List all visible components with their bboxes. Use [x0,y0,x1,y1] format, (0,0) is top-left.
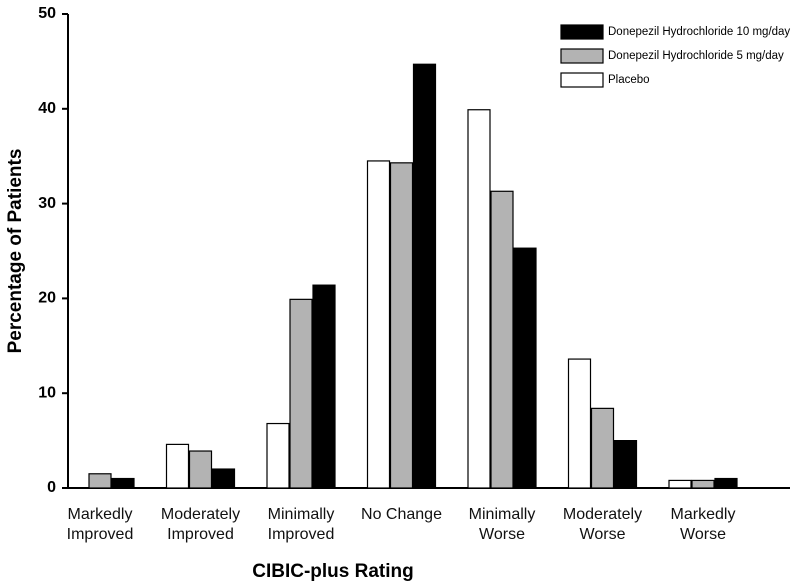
y-tick-label: 20 [38,290,56,307]
y-tick-label: 0 [47,479,56,496]
bar [691,479,715,489]
x-axis-title: CIBIC-plus Rating [252,561,414,582]
bar [266,422,290,489]
legend-swatch [560,72,604,88]
y-tick-label: 30 [38,195,56,212]
bar [513,247,537,489]
x-tick-label: Minimally Improved [267,506,335,543]
y-tick-label: 50 [38,5,56,22]
bar [668,479,692,489]
x-tick-label: Markedly Worse [670,506,736,543]
legend-label: Placebo [608,74,650,86]
bar [389,162,414,489]
y-tick-label: 10 [38,384,56,401]
bar [567,358,592,489]
x-tick-label: Moderately Worse [562,506,643,543]
bar [467,109,491,489]
bar [412,63,437,489]
bar [165,443,190,489]
x-tick-label: No Change [361,506,442,523]
y-tick-label: 40 [38,100,56,117]
x-tick-label: Minimally Worse [468,506,536,543]
legend-swatch [560,48,604,64]
bar [366,160,391,489]
legend-label: Donepezil Hydrochloride 10 mg/day [608,26,790,38]
bar [613,440,638,489]
x-tick-label: Moderately Improved [160,506,241,543]
bar [211,468,236,489]
bar [714,477,738,489]
y-axis-title: Percentage of Patients [5,149,26,354]
bar [590,407,615,489]
x-tick-label: Markedly Improved [66,506,134,543]
bar [312,284,336,489]
bar [188,450,213,489]
legend-label: Donepezil Hydrochloride 5 mg/day [608,50,784,62]
bar [490,190,514,489]
bar [111,477,135,489]
legend-swatch [560,24,604,40]
bar [88,473,112,489]
bar [289,298,313,489]
